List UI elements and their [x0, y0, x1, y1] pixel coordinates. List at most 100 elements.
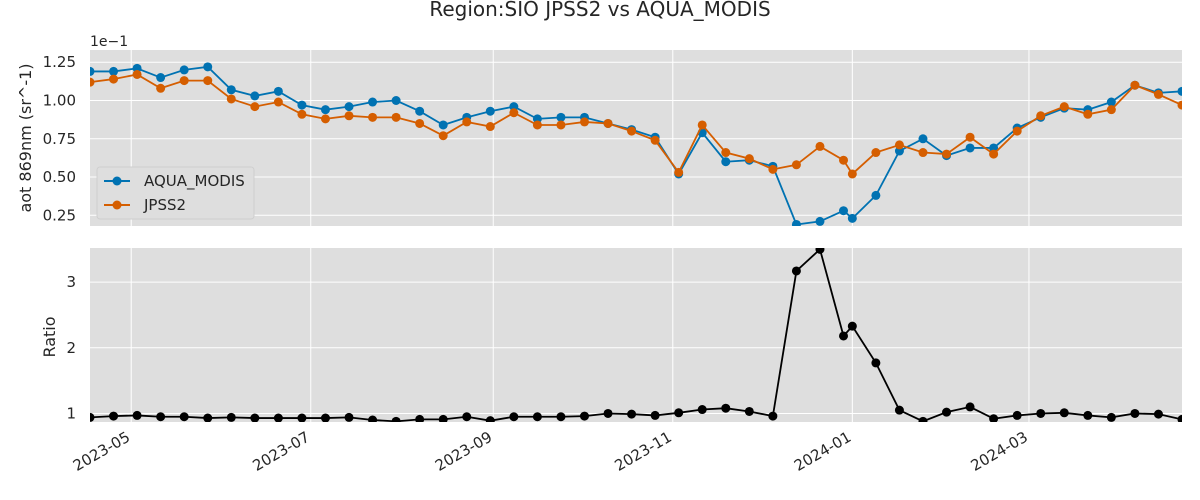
jpss2-point — [132, 69, 142, 79]
jpss2-point — [297, 109, 307, 119]
ratio-point — [697, 405, 707, 415]
x-tick-label: 2024-03 — [968, 428, 1031, 475]
ratio-point — [1177, 414, 1182, 422]
aqua-modis-point — [918, 134, 928, 144]
jpss2-point — [344, 111, 354, 121]
top-y-tick-label: 1.25 — [43, 53, 76, 71]
ratio-point — [791, 266, 801, 276]
aqua-modis-point — [226, 85, 236, 95]
top-y-axis-label: aot 869nm (sr^-1) — [16, 63, 35, 212]
ratio-point — [485, 416, 495, 422]
legend-marker-aqua-modis — [112, 176, 122, 186]
aqua-modis-point — [815, 216, 825, 226]
aqua-modis-point — [320, 105, 330, 115]
aqua-modis-point — [556, 112, 566, 122]
aqua-modis-point — [1177, 86, 1182, 96]
ratio-point — [871, 358, 881, 368]
ratio-point — [942, 407, 952, 417]
jpss2-point — [989, 149, 999, 159]
aqua-modis-point — [90, 66, 95, 76]
aqua-modis-point — [438, 120, 448, 130]
jpss2-point — [744, 154, 754, 164]
jpss2-point — [1106, 105, 1116, 115]
top-y-tick-label: 0.75 — [43, 130, 76, 148]
jpss2-point — [109, 74, 119, 84]
aqua-modis-point — [391, 96, 401, 106]
jpss2-point — [462, 117, 472, 127]
bottom-y-tick-label: 2 — [66, 339, 76, 357]
ratio-point — [226, 412, 236, 422]
jpss2-point — [815, 141, 825, 151]
jpss2-point — [1059, 102, 1069, 112]
x-tick-label: 2023-07 — [249, 428, 312, 475]
jpss2-point — [391, 112, 401, 122]
top-y-tick-label: 0.25 — [43, 206, 76, 224]
jpss2-point — [368, 112, 378, 122]
aqua-modis-point — [791, 219, 801, 226]
jpss2-point — [894, 140, 904, 150]
aqua-modis-point — [109, 66, 119, 76]
ratio-point — [768, 411, 778, 421]
aqua-modis-point — [156, 73, 166, 83]
ratio-point — [815, 248, 825, 254]
ratio-point — [368, 415, 378, 422]
bottom-y-tick-label: 1 — [66, 404, 76, 422]
x-tick-label: 2023-09 — [432, 428, 495, 475]
ratio-point — [391, 416, 401, 422]
bottom-y-tick-label: 3 — [66, 273, 76, 291]
ratio-point — [1036, 408, 1046, 418]
jpss2-point — [250, 102, 260, 112]
top-y-tick-label: 0.50 — [43, 168, 76, 186]
ratio-point — [674, 408, 684, 418]
aqua-modis-point — [871, 190, 881, 200]
jpss2-point — [674, 167, 684, 177]
ratio-point — [415, 414, 425, 422]
ratio-point — [132, 410, 142, 420]
ratio-point — [0, 410, 5, 419]
jpss2-point — [871, 148, 881, 158]
ratio-point — [344, 412, 354, 422]
aqua-modis-point — [297, 100, 307, 110]
jpss2-point — [1153, 89, 1163, 99]
aqua-modis-point — [721, 157, 731, 167]
ratio-point — [1083, 410, 1093, 420]
ratio-point — [839, 331, 849, 341]
legend-marker-jpss2 — [112, 200, 122, 210]
jpss2-point — [847, 169, 857, 179]
jpss2-point — [532, 120, 542, 130]
jpss2-point — [650, 135, 660, 145]
ratio-point — [1130, 408, 1140, 418]
jpss2-point — [965, 132, 975, 142]
top-y-tick-label: 1.00 — [43, 92, 76, 110]
ratio-series-group — [0, 248, 1182, 422]
chart-title: Region:SIO JPSS2 vs AQUA_MODIS — [429, 0, 770, 21]
aqua-modis-point — [415, 106, 425, 116]
jpss2-point — [791, 160, 801, 170]
aqua-modis-point — [0, 96, 5, 105]
jpss2-point — [0, 96, 5, 105]
jpss2-point — [179, 76, 189, 86]
ratio-point — [532, 412, 542, 422]
ratio-point — [650, 410, 660, 420]
jpss2-point — [1012, 126, 1022, 136]
legend-label-aqua-modis: AQUA_MODIS — [144, 172, 245, 191]
ratio-point — [965, 402, 975, 412]
ratio-point — [744, 406, 754, 416]
jpss2-point — [320, 114, 330, 124]
bottom-plot-area — [90, 248, 1182, 422]
jpss2-point — [721, 148, 731, 158]
ratio-point — [250, 413, 260, 422]
ratio-point — [109, 411, 119, 421]
ratio-point — [603, 408, 613, 418]
jpss2-point — [579, 117, 589, 127]
jpss2-point — [156, 83, 166, 93]
aqua-modis-point — [368, 97, 378, 107]
ratio-point — [297, 413, 307, 422]
x-tick-label: 2023-11 — [612, 428, 675, 475]
jpss2-point — [90, 77, 95, 87]
ratio-point — [579, 411, 589, 421]
ratio-point — [90, 412, 95, 422]
jpss2-point — [603, 118, 613, 128]
jpss2-point — [1177, 100, 1182, 110]
